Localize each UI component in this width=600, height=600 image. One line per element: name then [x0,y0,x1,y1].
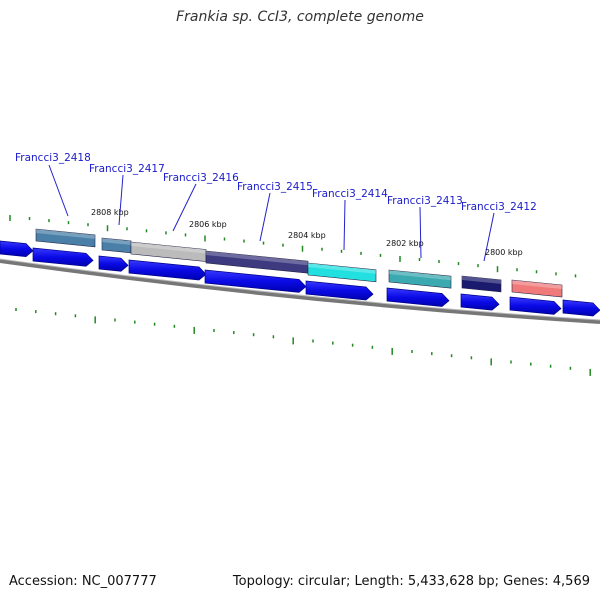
kbp-label-2802: 2802 kbp [386,239,424,248]
gene-label-francci3-2414[interactable]: Francci3_2414 [312,188,388,200]
cds-arrow[interactable] [509,296,562,315]
gene-feature-box[interactable] [461,275,502,293]
label-leader-line [419,206,422,259]
gene-feature-highlight [131,242,206,254]
cds-arrow[interactable] [562,299,600,317]
gene-label-francci3-2415[interactable]: Francci3_2415 [237,181,313,193]
label-leader-line [172,183,197,232]
genome-summary-text: Topology: circular; Length: 5,433,628 bp… [232,574,590,589]
gene-labels: Francci3_2418 Francci3_2417 Francci3_241… [15,152,537,213]
gene-feature-highlight [206,251,308,266]
kbp-label-2806: 2806 kbp [189,220,227,229]
label-leader-line [259,192,271,242]
label-leader-line [343,199,346,251]
tick-row-bottom [15,308,591,376]
gene-feature-box[interactable] [511,279,563,298]
cds-arrow[interactable] [204,269,307,293]
kbp-labels: 2808 kbp 2806 kbp 2804 kbp 2802 kbp 2800… [91,208,523,257]
genome-backbone-highlight [0,258,600,321]
tick-row-top [9,215,577,278]
cds-arrow[interactable] [386,287,450,307]
gene-feature-box[interactable] [35,228,96,248]
cds-arrow[interactable] [305,280,374,301]
gene-feature-box[interactable] [388,269,452,289]
kbp-label-2808: 2808 kbp [91,208,129,217]
gene-feature-highlight [102,238,131,245]
label-leader-line [48,164,69,217]
map-title: Frankia sp. CcI3, complete genome [176,9,424,25]
cds-arrow[interactable] [460,293,500,311]
gene-feature-highlight [512,280,562,289]
gene-feature-highlight [36,229,95,239]
kbp-label-2804: 2804 kbp [288,231,326,240]
label-leader-line [483,212,495,262]
label-leader-lines [48,164,495,262]
label-leader-line [118,174,124,226]
gene-feature-highlight [308,263,376,274]
cds-arrow-track [0,240,600,317]
accession-text: Accession: NC_007777 [9,574,157,589]
cds-arrow[interactable] [98,255,129,272]
gene-feature-box[interactable] [307,262,377,283]
cds-arrow[interactable] [32,247,94,267]
genome-backbone [0,259,600,324]
kbp-label-2800: 2800 kbp [485,248,523,257]
gene-feature-highlight [462,276,501,284]
gene-feature-highlight [389,270,451,281]
cds-arrow[interactable] [0,240,34,257]
gene-feature-track [35,228,563,298]
gene-label-francci3-2412[interactable]: Francci3_2412 [461,201,537,213]
gene-label-francci3-2413[interactable]: Francci3_2413 [387,195,463,207]
gene-label-francci3-2416[interactable]: Francci3_2416 [163,172,239,184]
gene-label-francci3-2418[interactable]: Francci3_2418 [15,152,91,164]
cds-arrow[interactable] [128,259,207,281]
gene-label-francci3-2417[interactable]: Francci3_2417 [89,163,165,175]
